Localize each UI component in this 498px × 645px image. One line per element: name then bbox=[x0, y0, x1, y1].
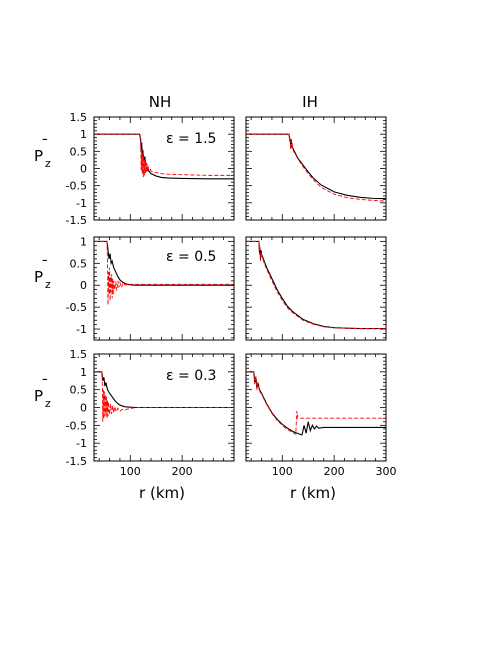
y-tick-label: 0 bbox=[80, 402, 87, 415]
x-tick-label: 300 bbox=[376, 465, 397, 478]
epsilon-label-3: ε = 0.3 bbox=[166, 368, 216, 384]
series-line-red-dashed bbox=[94, 240, 234, 305]
series-line-red-dashed bbox=[94, 133, 234, 178]
panel-frame bbox=[93, 236, 235, 341]
y-tick-label: 1.5 bbox=[70, 348, 88, 361]
x-tick-label: 100 bbox=[120, 465, 141, 478]
y-tick-label: 1 bbox=[80, 366, 87, 379]
y-tick-label: 0.5 bbox=[70, 145, 88, 158]
y-tick-label: -0.5 bbox=[66, 419, 87, 432]
y-tick-label: -1 bbox=[76, 323, 87, 336]
ylabel-main: P bbox=[34, 147, 43, 165]
ylabel-main: P bbox=[34, 268, 43, 286]
y-tick-label: 1 bbox=[80, 235, 87, 248]
series-line-red-dashed bbox=[246, 371, 386, 436]
series-line-black-solid bbox=[246, 371, 386, 436]
column-title-ih: IH bbox=[302, 93, 318, 111]
series-line-red-dashed bbox=[94, 371, 234, 422]
ylabel-subscript: z bbox=[45, 278, 51, 291]
y-tick-label: 0 bbox=[80, 163, 87, 176]
series-line-black-solid bbox=[246, 133, 387, 200]
column-title-nh: NH bbox=[149, 93, 172, 111]
panel-6: 100 200 300 bbox=[245, 353, 397, 478]
y-tick-label: 1 bbox=[80, 128, 87, 141]
series-line-red-dashed bbox=[246, 240, 386, 330]
panels: 1.5 1 0.5 0 -0.5 -1 -1.5 1 0.5 0 -0.5 -1 1.5 1 0.5 0 -0.… bbox=[66, 111, 397, 478]
series-line-black-solid bbox=[94, 240, 234, 286]
ylabel-subscript: z bbox=[45, 397, 51, 410]
y-tick-label: 0.5 bbox=[70, 257, 88, 270]
epsilon-label-1: ε = 1.5 bbox=[166, 131, 216, 147]
ylabel-bar: ¯ bbox=[41, 376, 49, 394]
ylabel-subscript: z bbox=[45, 157, 51, 170]
y-tick-label: -0.5 bbox=[66, 180, 87, 193]
y-tick-label: -1 bbox=[76, 197, 87, 210]
panel-frame bbox=[245, 116, 387, 221]
y-tick-label: 0.5 bbox=[70, 384, 88, 397]
ylabel-row-2: P ¯ z bbox=[34, 257, 51, 291]
y-tick-label: 0 bbox=[80, 279, 87, 292]
panel-frame bbox=[93, 353, 235, 462]
panel-frame bbox=[93, 116, 235, 221]
panel-2 bbox=[245, 116, 387, 221]
xlabel-ih: r (km) bbox=[290, 484, 336, 502]
ylabel-row-3: P ¯ z bbox=[34, 376, 51, 410]
panel-5: 1.5 1 0.5 0 -0.5 -1 -1.5 100 200 bbox=[66, 348, 235, 478]
y-tick-label: -1 bbox=[76, 437, 87, 450]
ylabel-bar: ¯ bbox=[41, 136, 49, 154]
y-tick-label: 1.5 bbox=[70, 111, 88, 124]
x-tick-label: 200 bbox=[324, 465, 345, 478]
x-tick-label: 200 bbox=[172, 465, 193, 478]
panel-frame bbox=[245, 353, 387, 462]
panel-1: 1.5 1 0.5 0 -0.5 -1 -1.5 bbox=[66, 111, 235, 227]
panel-frame bbox=[245, 236, 387, 341]
ylabel-bar: ¯ bbox=[41, 257, 49, 275]
y-tick-label: -1.5 bbox=[66, 214, 87, 227]
epsilon-label-2: ε = 0.5 bbox=[166, 249, 216, 265]
series-line-black-solid bbox=[246, 240, 386, 330]
ylabel-main: P bbox=[34, 387, 43, 405]
x-tick-label: 100 bbox=[272, 465, 293, 478]
ylabel-row-1: P ¯ z bbox=[34, 136, 51, 170]
panel-3: 1 0.5 0 -0.5 -1 bbox=[66, 235, 235, 341]
panel-4 bbox=[245, 236, 387, 341]
xlabel-nh: r (km) bbox=[139, 484, 185, 502]
y-tick-label: -1.5 bbox=[66, 455, 87, 468]
y-tick-label: -0.5 bbox=[66, 301, 87, 314]
series-line-red-dashed bbox=[246, 133, 387, 202]
